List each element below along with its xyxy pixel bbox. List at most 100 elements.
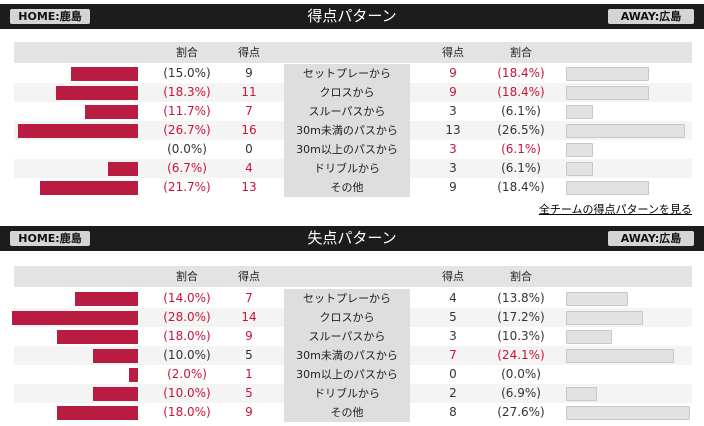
home-points: 4 — [245, 161, 253, 175]
pattern-label: セットプレーから — [284, 289, 410, 308]
home-points: 1 — [245, 367, 253, 381]
home-points-header: 得点 — [238, 270, 260, 283]
away-ratio: (13.8%) — [497, 291, 545, 305]
away-ratio-bar — [566, 181, 649, 195]
table-row: (18.0%) 9 スルーパスから 3 (10.3%) — [14, 327, 692, 346]
pattern-label: スルーパスから — [284, 102, 410, 121]
home-ratio: (11.7%) — [163, 104, 211, 118]
away-points-header: 得点 — [442, 46, 464, 59]
away-points-header: 得点 — [442, 270, 464, 283]
all-teams-pattern-link[interactable]: 全チームの得点パターンを見る — [538, 203, 692, 216]
away-ratio: (10.3%) — [497, 329, 545, 343]
away-ratio-header: 割合 — [510, 270, 532, 283]
home-ratio: (2.0%) — [167, 367, 207, 381]
home-points: 5 — [245, 386, 253, 400]
table-row: (0.0%) 0 30m以上のパスから 3 (6.1%) — [14, 140, 692, 159]
pattern-label: 30m未満のパスから — [284, 346, 410, 365]
away-ratio: (27.6%) — [497, 405, 545, 419]
home-ratio: (14.0%) — [163, 291, 211, 305]
away-ratio-bar — [566, 330, 613, 344]
away-ratio-bar — [566, 162, 594, 176]
table-row: (10.0%) 5 ドリブルから 2 (6.9%) — [14, 384, 692, 403]
away-ratio: (6.9%) — [501, 386, 541, 400]
home-points: 11 — [241, 85, 257, 99]
away-points: 3 — [449, 329, 457, 343]
home-points: 0 — [245, 142, 253, 156]
away-ratio: (6.1%) — [501, 142, 541, 156]
pattern-label: ドリブルから — [284, 384, 410, 403]
table-row: (6.7%) 4 ドリブルから 3 (6.1%) — [14, 159, 692, 178]
home-ratio-bar — [57, 330, 138, 344]
away-ratio-bar — [566, 143, 594, 157]
home-points: 5 — [245, 348, 253, 362]
away-ratio-bar — [566, 311, 644, 325]
section-title: 得点パターン — [307, 7, 397, 25]
table-row: (21.7%) 13 その他 9 (18.4%) — [14, 178, 692, 197]
away-points: 9 — [449, 85, 457, 99]
away-points: 7 — [449, 348, 457, 362]
home-points: 16 — [241, 123, 257, 137]
home-ratio: (0.0%) — [167, 142, 207, 156]
table-row: (28.0%) 14 クロスから 5 (17.2%) — [12, 308, 692, 327]
pattern-label: 30m以上のパスから — [284, 365, 410, 384]
home-ratio-bar — [17, 124, 138, 138]
away-ratio-header: 割合 — [510, 46, 532, 59]
home-ratio-bar — [75, 292, 138, 306]
away-ratio: (17.2%) — [497, 310, 545, 324]
pattern-label: その他 — [284, 403, 410, 422]
pattern-label: その他 — [284, 178, 410, 197]
home-points: 9 — [245, 329, 253, 343]
home-ratio-bar — [70, 67, 138, 81]
home-ratio-bar — [93, 387, 138, 401]
home-ratio: (10.0%) — [163, 348, 211, 362]
pattern-label: スルーパスから — [284, 327, 410, 346]
home-points: 14 — [241, 310, 257, 324]
pattern-label: クロスから — [284, 83, 410, 102]
home-points-header: 得点 — [238, 46, 260, 59]
table-row: (26.7%) 16 30m未満のパスから 13 (26.5%) — [14, 121, 692, 140]
away-points: 5 — [449, 310, 457, 324]
table-row: (18.3%) 11 クロスから 9 (18.4%) — [14, 83, 692, 102]
home-ratio-header: 割合 — [176, 46, 198, 59]
home-ratio-bar — [107, 162, 138, 176]
home-ratio-bar — [12, 311, 138, 325]
away-points: 4 — [449, 291, 457, 305]
table-row: (10.0%) 5 30m未満のパスから 7 (24.1%) — [14, 346, 692, 365]
home-points: 13 — [241, 180, 257, 194]
home-ratio-bar — [93, 349, 138, 363]
section-title: 失点パターン — [307, 229, 397, 247]
away-ratio-bar — [566, 349, 675, 363]
home-ratio: (26.7%) — [163, 123, 211, 137]
home-ratio-header: 割合 — [176, 270, 198, 283]
home-points: 7 — [245, 104, 253, 118]
away-ratio-bar — [566, 124, 686, 138]
column-header-row: 割合 得点 得点 割合 — [14, 266, 692, 287]
away-points: 3 — [449, 142, 457, 156]
away-ratio-bar — [566, 67, 649, 81]
home-points: 9 — [245, 66, 253, 80]
home-points: 9 — [245, 405, 253, 419]
away-ratio-bar — [566, 86, 649, 100]
away-ratio: (6.1%) — [501, 161, 541, 175]
away-ratio: (18.4%) — [497, 85, 545, 99]
away-ratio: (0.0%) — [501, 367, 541, 381]
home-ratio: (15.0%) — [163, 66, 211, 80]
home-ratio: (28.0%) — [163, 310, 211, 324]
section-header-scoring: HOME:鹿島 得点パターン AWAY:広島 — [0, 4, 704, 29]
table-row: (18.0%) 9 その他 8 (27.6%) — [14, 403, 692, 422]
table-row: (2.0%) 1 30m以上のパスから 0 (0.0%) — [14, 365, 692, 384]
away-points: 3 — [449, 161, 457, 175]
away-points: 3 — [449, 104, 457, 118]
table-row: (15.0%) 9 セットプレーから 9 (18.4%) — [14, 64, 692, 83]
column-header-row: 割合 得点 得点 割合 — [14, 42, 692, 63]
away-ratio: (6.1%) — [501, 104, 541, 118]
home-ratio: (18.3%) — [163, 85, 211, 99]
pattern-label: 30m以上のパスから — [284, 140, 410, 159]
home-ratio-bar — [40, 181, 138, 195]
pattern-label: ドリブルから — [284, 159, 410, 178]
home-ratio: (10.0%) — [163, 386, 211, 400]
away-team-tag: AWAY:広島 — [608, 231, 694, 246]
home-ratio-bar — [129, 368, 138, 382]
away-points: 13 — [445, 123, 461, 137]
pattern-label: クロスから — [284, 308, 410, 327]
